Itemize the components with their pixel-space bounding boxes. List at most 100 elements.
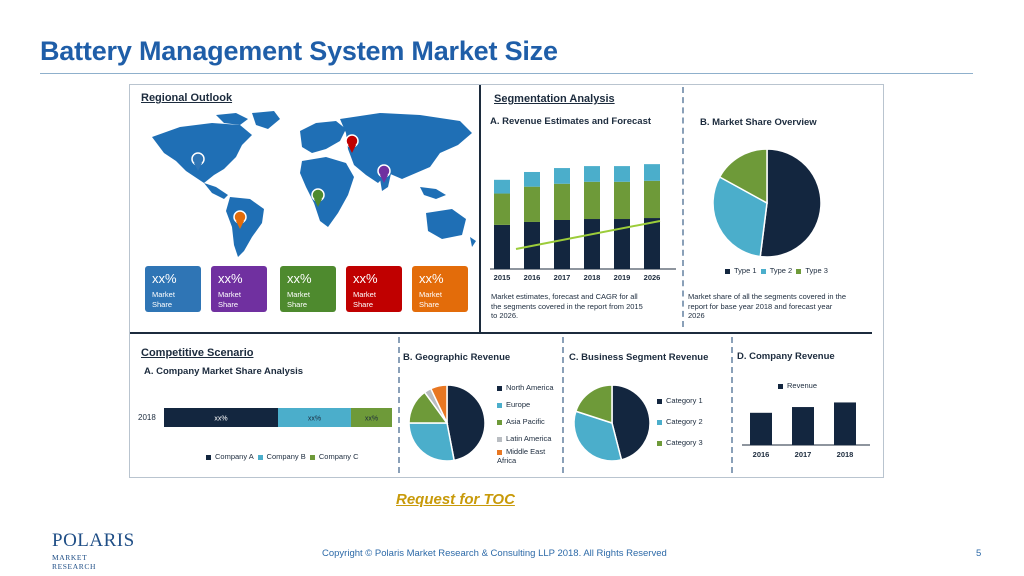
revenue-estimates-title: A. Revenue Estimates and Forecast <box>490 116 652 127</box>
revenue-bar-segment <box>614 181 630 220</box>
geographic-revenue-title: B. Geographic Revenue <box>403 352 511 363</box>
revenue-bar-segment <box>554 220 570 269</box>
company-revenue-bar <box>750 412 772 445</box>
x-tick-label: 2018 <box>584 273 601 282</box>
market-share-card: xx% Market Share <box>145 266 201 312</box>
legend-company-c: Company C <box>318 452 359 461</box>
x-tick-label: 2017 <box>795 450 812 459</box>
company-share-segment <box>350 408 392 427</box>
geographic-legend: North America Europe Asia Pacific Latin … <box>497 379 557 465</box>
legend-type-2: Type 2 <box>769 266 793 275</box>
market-share-card: xx% Market Share <box>211 266 267 312</box>
x-tick-label: 2016 <box>524 273 541 282</box>
legend-latin-america: Latin America <box>506 434 552 443</box>
pin-latin-america-icon <box>233 210 247 229</box>
card-percent: xx% <box>152 271 177 286</box>
dashed-divider <box>398 337 400 473</box>
world-map-land <box>152 111 476 257</box>
geographic-slice <box>429 384 448 424</box>
company-share-bar: xx% xx% xx% <box>164 408 392 427</box>
dashed-divider <box>731 337 733 473</box>
revenue-bar-segment <box>584 166 600 182</box>
business-segment-slice <box>574 384 613 425</box>
geographic-slice <box>446 384 486 462</box>
map-location-pins <box>191 134 391 229</box>
pin-africa-icon <box>311 188 325 207</box>
business-segment-slice <box>611 384 651 461</box>
x-tick-label: 2019 <box>614 273 631 282</box>
revenue-bar-segment <box>554 183 570 220</box>
revenue-caption: Market estimates, forecast and CAGR for … <box>491 292 643 320</box>
company-revenue-chart: 2016 2017 2018 <box>742 402 870 459</box>
legend-category-1: Category 1 <box>666 396 703 405</box>
company-share-segment <box>278 408 351 427</box>
company-revenue-bar <box>834 402 856 445</box>
company-revenue-bar <box>792 407 814 445</box>
x-tick-label: 2016 <box>753 450 770 459</box>
card-percent: xx% <box>353 271 378 286</box>
legend-type-1: Type 1 <box>734 266 757 275</box>
card-label: Market Share <box>419 290 442 309</box>
company-legend: Company A Company B Company C <box>206 452 359 461</box>
legend-revenue: Revenue <box>787 381 818 390</box>
x-tick-label: 2017 <box>554 273 571 282</box>
revenue-bar-segment <box>584 219 600 269</box>
company-revenue-legend: Revenue <box>778 381 817 390</box>
legend-europe: Europe <box>506 400 531 409</box>
segmentation-analysis-title: Segmentation Analysis <box>494 93 615 105</box>
company-share-value-label: xx% <box>365 416 378 423</box>
revenue-bar-segment <box>494 193 510 225</box>
legend-middle-east-africa: Middle East Africa <box>497 447 546 465</box>
section-divider <box>479 85 481 332</box>
dashed-divider <box>682 87 684 327</box>
company-share-value-label: xx% <box>308 416 321 423</box>
market-share-caption: Market share of all the segments covered… <box>688 292 846 320</box>
copyright-footer: Copyright © Polaris Market Research & Co… <box>322 548 667 559</box>
revenue-bar-segment <box>644 218 660 269</box>
revenue-bar-segment <box>614 219 630 269</box>
legend-category-3: Category 3 <box>666 438 703 447</box>
revenue-forecast-chart: 2015 2016 2017 2018 2019 2026 <box>490 164 676 282</box>
business-segment-revenue-title: C. Business Segment Revenue <box>569 352 709 363</box>
legend-asia-pacific: Asia Pacific <box>506 417 545 426</box>
company-share-segment <box>164 408 278 427</box>
revenue-bar-segment <box>644 180 660 219</box>
legend-company-b: Company B <box>266 452 306 461</box>
cagr-trend-line <box>515 220 661 250</box>
card-label: Market Share <box>287 290 310 309</box>
title-divider <box>40 73 973 74</box>
card-percent: xx% <box>419 271 444 286</box>
pin-north-america-icon <box>191 152 205 171</box>
card-label: Market Share <box>353 290 376 309</box>
geographic-slice <box>408 422 455 462</box>
market-share-slice <box>759 148 822 258</box>
legend-type-3: Type 3 <box>805 266 828 275</box>
market-share-card: xx% Market Share <box>412 266 468 312</box>
revenue-bar-segment <box>554 168 570 184</box>
legend-category-2: Category 2 <box>666 417 703 426</box>
regional-outlook-title: Regional Outlook <box>141 92 233 104</box>
section-divider <box>130 332 872 334</box>
market-share-slice <box>718 148 768 205</box>
market-share-legend: Type 1 Type 2 Type 3 <box>725 266 828 275</box>
slide-title: Battery Management System Market Size <box>40 36 558 66</box>
card-label: Market Share <box>152 290 175 309</box>
business-segment-pie <box>573 384 651 462</box>
card-percent: xx% <box>287 271 312 286</box>
business-segment-slice <box>573 410 623 462</box>
company-revenue-title: D. Company Revenue <box>737 351 835 362</box>
competitive-scenario-title: Competitive Scenario <box>141 347 254 359</box>
logo-wordmark: POLARIS <box>52 530 135 551</box>
logo-subtitle: MARKET RESEARCH <box>52 553 96 571</box>
revenue-bar-segment <box>494 224 510 269</box>
market-share-card: xx% Market Share <box>280 266 336 312</box>
geographic-revenue-pie <box>408 384 486 462</box>
bar-year-label: 2018 <box>138 413 156 422</box>
page-number: 5 <box>976 548 982 559</box>
request-toc-link[interactable]: Request for TOC <box>396 491 515 508</box>
company-share-analysis-title: A. Company Market Share Analysis <box>144 366 304 377</box>
market-share-card: xx% Market Share <box>346 266 402 312</box>
market-share-slice <box>712 175 768 258</box>
revenue-bar-segment <box>644 164 660 181</box>
legend-company-a: Company A <box>215 452 254 461</box>
